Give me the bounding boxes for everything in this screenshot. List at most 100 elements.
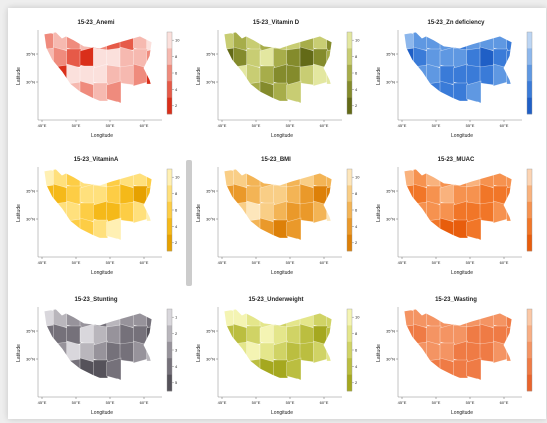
- colorbar-segment: [527, 81, 532, 98]
- province-region: [404, 341, 415, 363]
- x-tick-label: 55°E: [286, 123, 295, 128]
- x-tick-label: 60°E: [500, 400, 509, 405]
- colorbar-tick-label: 6: [355, 207, 358, 212]
- y-axis-label: Latitude: [196, 204, 202, 222]
- province-region: [224, 357, 235, 381]
- province-region: [313, 63, 328, 87]
- province-region: [413, 201, 428, 223]
- colorbar-segment: [347, 341, 352, 359]
- province-region: [413, 64, 428, 86]
- province-region: [466, 357, 482, 381]
- colorbar-segment: [347, 374, 352, 392]
- country-outline: [403, 31, 519, 115]
- y-tick-label: 35°N: [386, 189, 395, 194]
- province-region: [326, 169, 338, 189]
- map-regions: [44, 169, 158, 241]
- province-region: [479, 64, 495, 86]
- y-tick-label: 35°N: [26, 52, 35, 57]
- province-region: [439, 46, 455, 70]
- province-region: [404, 80, 415, 104]
- colorbar-segment: [347, 234, 352, 252]
- colorbar-segment: [527, 32, 532, 49]
- x-tick-label: 55°E: [106, 260, 115, 265]
- province-region: [273, 82, 288, 102]
- province-region: [259, 183, 275, 207]
- province-region: [233, 64, 248, 86]
- province-region: [493, 340, 508, 364]
- x-axis-label: Longitude: [91, 410, 113, 416]
- province-region: [93, 219, 108, 239]
- province-region: [233, 341, 248, 363]
- province-region: [259, 80, 275, 104]
- x-tick-label: 45°E: [398, 260, 407, 265]
- map-regions: [224, 309, 338, 381]
- panel-title: 15-23_BMI: [261, 157, 291, 163]
- x-tick-label: 45°E: [398, 400, 407, 405]
- country-outline: [403, 308, 519, 392]
- x-tick-label: 60°E: [140, 400, 149, 405]
- colorbar-tick-label: 10: [175, 175, 180, 180]
- x-tick-label: 50°E: [252, 260, 261, 265]
- scrollbar[interactable]: [186, 160, 192, 286]
- colorbar-segment: [527, 309, 532, 326]
- x-tick-label: 45°E: [38, 260, 47, 265]
- province-region: [413, 81, 428, 103]
- province-region: [146, 65, 158, 85]
- province-region: [53, 201, 68, 223]
- colorbar-tick-label: 2: [175, 240, 178, 245]
- province-region: [146, 32, 158, 52]
- colorbar-segment: [527, 325, 532, 343]
- province-region: [286, 217, 302, 241]
- province-region: [506, 342, 518, 362]
- province-region: [53, 81, 68, 103]
- province-region: [286, 80, 302, 104]
- y-axis-label: Latitude: [16, 344, 22, 362]
- x-tick-label: 45°E: [398, 123, 407, 128]
- colorbar-segment: [167, 358, 172, 375]
- x-axis-label: Longitude: [91, 133, 113, 139]
- province-region: [413, 358, 428, 380]
- province-region: [273, 359, 288, 379]
- colorbar-segment: [347, 201, 352, 219]
- y-tick-label: 30°N: [206, 357, 215, 362]
- x-tick-label: 50°E: [252, 123, 261, 128]
- country-outline: [43, 308, 159, 392]
- province-region: [453, 82, 468, 102]
- map-panel-1: 15-23_Anemi 35°N 30°N 45°E 50°E 55°E 60°E Longi…: [16, 20, 180, 139]
- province-region: [224, 64, 235, 86]
- colorbar-frame: [526, 308, 533, 392]
- province-region: [506, 32, 518, 52]
- province-region: [404, 201, 415, 223]
- y-tick-label: 35°N: [386, 52, 395, 57]
- colorbar-tick-label: 2: [355, 380, 358, 385]
- province-region: [404, 357, 415, 381]
- y-tick-label: 35°N: [26, 189, 35, 194]
- x-tick-label: 50°E: [432, 400, 441, 405]
- colorbar-tick-label: 2: [355, 240, 358, 245]
- province-region: [299, 64, 315, 86]
- province-region: [53, 64, 68, 86]
- colorbar-segment: [527, 218, 532, 235]
- province-region: [426, 169, 442, 190]
- province-region: [66, 169, 82, 190]
- colorbar-tick-label: 4: [175, 87, 178, 92]
- colorbar-segment: [167, 48, 172, 66]
- province-region: [259, 46, 275, 70]
- province-region: [53, 341, 68, 363]
- province-region: [426, 358, 442, 380]
- map-regions: [404, 169, 518, 241]
- province-region: [146, 342, 158, 362]
- colorbar-tick-label: 2: [355, 103, 358, 108]
- y-tick-label: 30°N: [386, 80, 395, 85]
- province-region: [79, 46, 95, 70]
- country-outline: [43, 31, 159, 115]
- colorbar-tick-label: 5: [175, 380, 178, 385]
- y-axis-label: Latitude: [376, 67, 382, 85]
- province-region: [313, 169, 328, 190]
- colorbar-tick-label: 6: [175, 70, 178, 75]
- province-region: [404, 64, 415, 86]
- colorbar-segment: [347, 48, 352, 66]
- x-tick-label: 55°E: [466, 400, 475, 405]
- x-axis-label: Longitude: [451, 270, 473, 276]
